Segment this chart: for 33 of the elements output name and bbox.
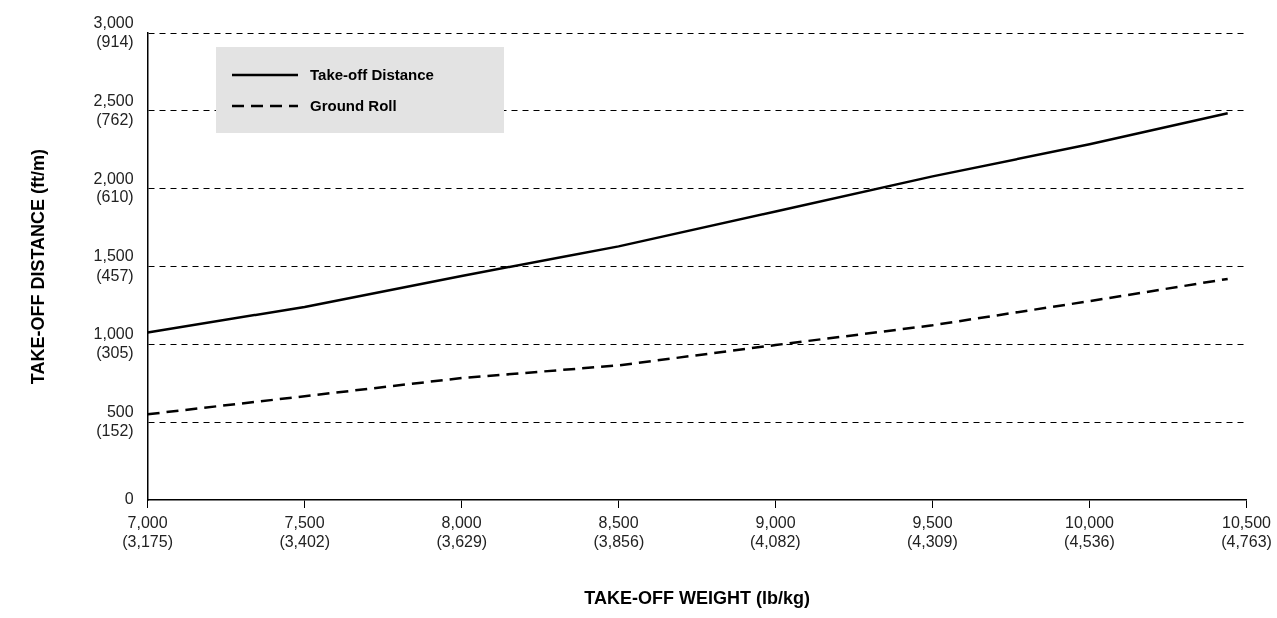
x2-tick-label: (4,082) <box>749 533 801 551</box>
y2-tick-label: (305) <box>96 344 134 362</box>
x2-tick-label: (3,175) <box>122 533 173 551</box>
y-tick-label: 0 <box>124 490 134 508</box>
y2-tick-label: (152) <box>96 422 134 440</box>
y2-tick-label: (457) <box>96 266 134 284</box>
y-tick-label: 2,500 <box>93 91 134 109</box>
y2-tick-label: (610) <box>96 188 134 206</box>
x-tick-label: 8,000 <box>441 514 482 532</box>
y-tick-label: 3,000 <box>93 14 134 32</box>
y-tick-label: 500 <box>106 403 134 421</box>
y2-tick-label: (914) <box>96 33 134 51</box>
legend-label: Ground Roll <box>310 97 397 114</box>
x2-tick-label: (3,856) <box>593 533 645 551</box>
x2-tick-label: (4,309) <box>907 533 958 551</box>
x-tick-label: 7,500 <box>284 514 325 532</box>
y-tick-label: 2,000 <box>93 169 134 187</box>
x-tick-label: 9,000 <box>755 514 796 532</box>
y2-tick-label: (762) <box>96 110 134 128</box>
x-axis-title: TAKE-OFF WEIGHT (lb/kg) <box>584 588 810 609</box>
x2-tick-label: (4,763) <box>1221 533 1272 551</box>
x-tick-label: 9,500 <box>912 514 953 532</box>
x-tick-label: 8,500 <box>598 514 639 532</box>
x2-tick-label: (3,402) <box>279 533 331 551</box>
y-tick-label: 1,000 <box>93 325 134 343</box>
x-tick-label: 7,000 <box>127 514 168 532</box>
x2-tick-label: (4,536) <box>1064 533 1115 551</box>
y-tick-label: 1,500 <box>93 247 134 265</box>
legend-label: Take-off Distance <box>310 66 434 83</box>
x-tick-label: 10,500 <box>1222 514 1272 532</box>
x-tick-label: 10,000 <box>1065 514 1115 532</box>
y-axis-title: TAKE-OFF DISTANCE (ft/m) <box>27 148 48 385</box>
x2-tick-label: (3,629) <box>436 533 488 551</box>
